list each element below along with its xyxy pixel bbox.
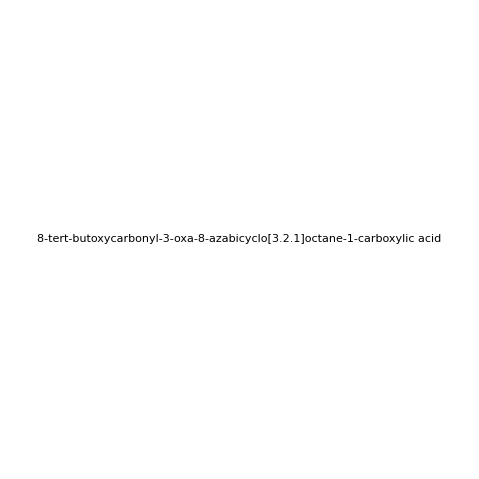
Text: 8-tert-butoxycarbonyl-3-oxa-8-azabicyclo[3.2.1]octane-1-carboxylic acid: 8-tert-butoxycarbonyl-3-oxa-8-azabicyclo… (37, 235, 442, 244)
